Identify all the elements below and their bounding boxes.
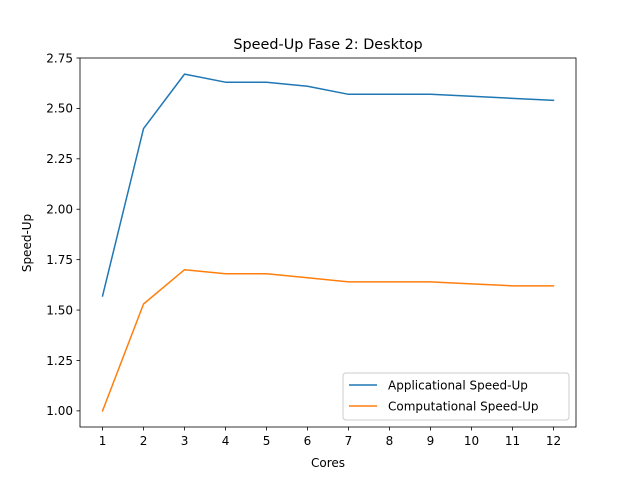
plot-area: 1 2 3 4 5 6 7 8 9 10 11 121.001.251.501.752.002.252… bbox=[46, 51, 577, 448]
x-tick-label: 3 bbox=[181, 434, 189, 448]
y-tick-label: 1.75 bbox=[46, 253, 73, 267]
x-tick-label: 6 bbox=[304, 434, 312, 448]
axes-frame bbox=[79, 57, 577, 428]
x-tick-label: 10 bbox=[464, 434, 479, 448]
legend-label-0: Applicational Speed-Up bbox=[388, 379, 528, 393]
x-tick-label: 7 bbox=[345, 434, 353, 448]
y-tick-label: 2.00 bbox=[46, 203, 73, 217]
x-tick-label: 8 bbox=[386, 434, 394, 448]
legend: Applicational Speed-Up Computational Spee… bbox=[342, 372, 570, 421]
chart-title: Speed-Up Fase 2: Desktop bbox=[233, 37, 422, 53]
y-tick-label: 2.50 bbox=[46, 102, 73, 116]
legend-label-1: Computational Speed-Up bbox=[388, 400, 539, 414]
x-tick-label: 12 bbox=[546, 434, 561, 448]
x-tick-label: 4 bbox=[222, 434, 230, 448]
series-line-1 bbox=[101, 268, 555, 412]
x-tick-label: 2 bbox=[140, 434, 148, 448]
x-axis-title: Cores bbox=[311, 456, 345, 470]
y-tick-label: 2.25 bbox=[46, 152, 73, 166]
y-tick-label: 1.25 bbox=[46, 354, 73, 368]
x-tick-label: 5 bbox=[263, 434, 271, 448]
y-tick-label: 1.00 bbox=[46, 404, 73, 418]
x-tick-label: 9 bbox=[427, 434, 435, 448]
x-tick-label: 1 bbox=[99, 434, 107, 448]
series-line-0 bbox=[101, 73, 555, 297]
y-tick-label: 2.75 bbox=[46, 51, 73, 65]
y-axis-title: Speed-Up bbox=[20, 214, 34, 272]
y-tick-label: 1.50 bbox=[46, 303, 73, 317]
legend-box bbox=[342, 372, 570, 421]
x-tick-label: 11 bbox=[505, 434, 520, 448]
